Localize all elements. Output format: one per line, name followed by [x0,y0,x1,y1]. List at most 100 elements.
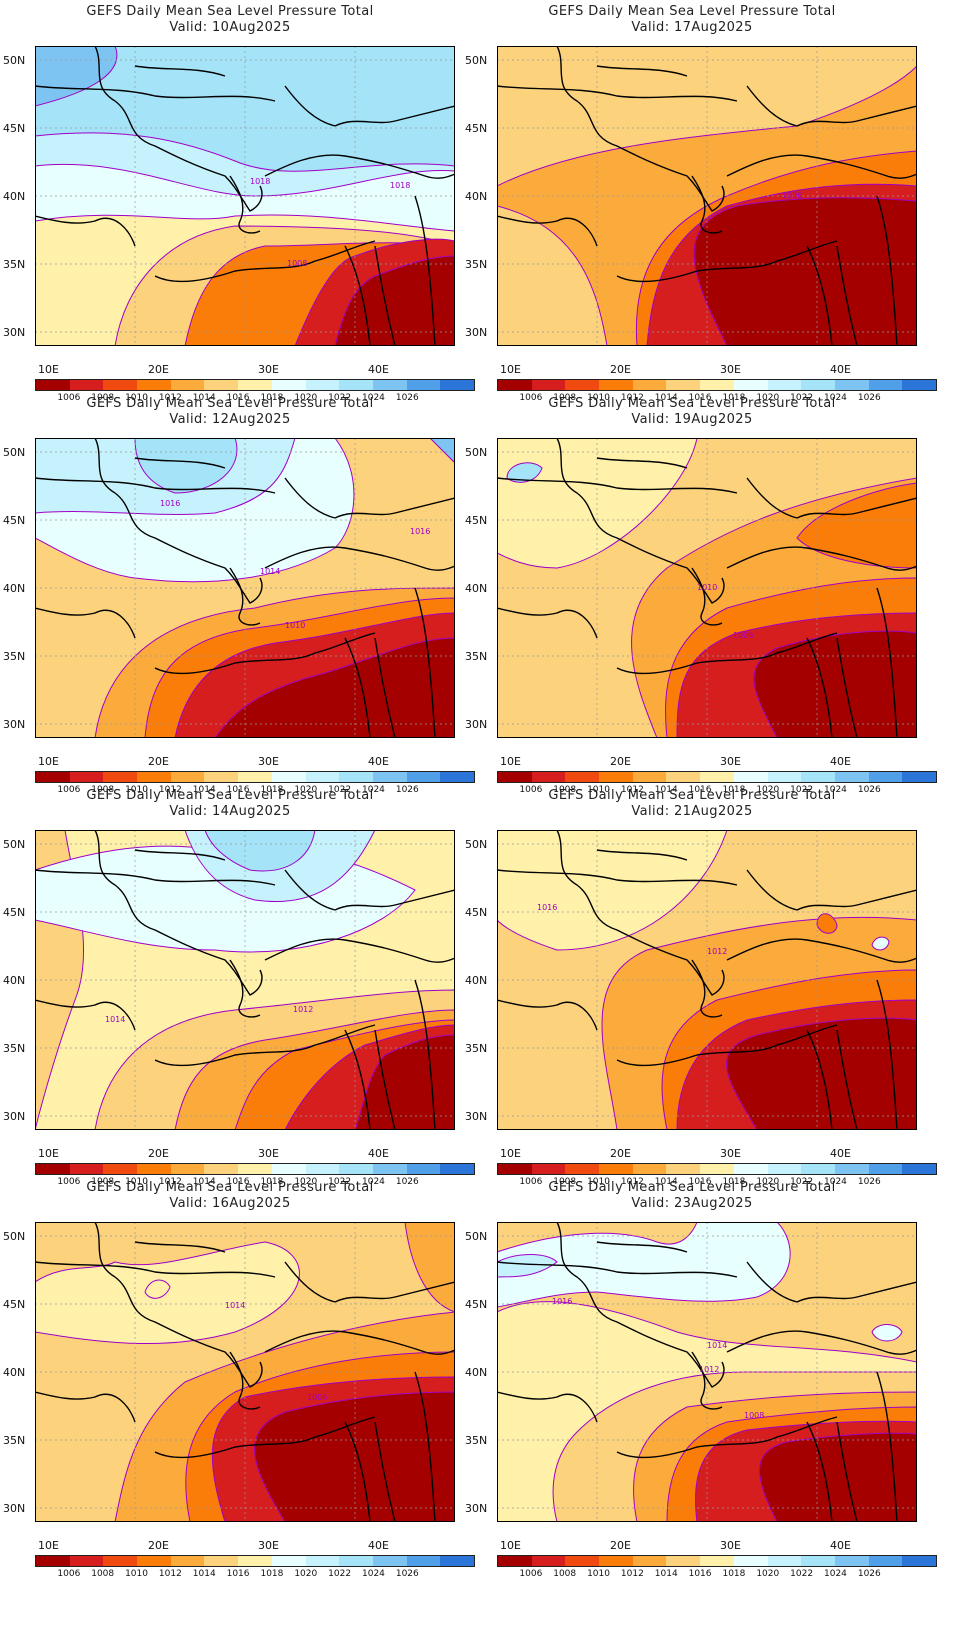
y-tick-label: 45N [465,122,488,135]
coastline [344,1029,371,1130]
colorbar-swatch [170,1164,205,1174]
coastline [344,1421,371,1522]
x-tick-label: 10E [500,1147,521,1160]
colorbar-label: 1026 [857,1569,881,1579]
colorbar-label: 1018 [260,785,284,795]
y-tick-label: 35N [3,1434,26,1447]
coastline [796,497,917,519]
colorbar-label: 1008 [91,393,115,403]
panel-valid-date: Valid: 10Aug2025 [169,20,291,35]
x-tick-label: 20E [610,755,631,768]
colorbar-swatch [834,1164,869,1174]
colorbar-swatch [700,1556,734,1566]
coastline [836,245,858,346]
colorbar-swatch [305,1164,340,1174]
colorbar-swatch [599,380,633,390]
pressure-map: 1016 1012 [497,830,937,1143]
colorbar-label: 1024 [824,393,847,403]
colorbar-label: 1012 [158,1177,182,1187]
colorbar-swatch [801,1556,835,1566]
y-tick-label: 45N [3,514,26,527]
colorbar-label: 1006 [519,1569,543,1579]
pressure-zone [693,197,917,346]
colorbar [497,771,937,783]
coastline [134,457,226,469]
colorbar-swatch [531,772,566,782]
contour-label: 1006 [307,1393,327,1402]
contour-label: 1016 [160,499,180,508]
coastline [836,1421,858,1522]
colorbar-swatch [632,1164,667,1174]
y-tick-label: 40N [465,974,488,987]
colorbar-swatch [868,772,903,782]
coastline [229,567,261,626]
x-tick-label: 10E [38,755,59,768]
colorbar-swatch [700,772,734,782]
colorbar-label: 1018 [722,785,746,795]
colorbar-swatch [599,1556,633,1566]
coastline [556,1222,725,1388]
coastline [414,979,436,1130]
x-tick-label: 40E [368,363,389,376]
colorbar-label: 1008 [553,1177,577,1187]
panel-title: GEFS Daily Mean Sea Level Pressure Total [548,4,836,19]
colorbar-label: 1018 [722,393,746,403]
colorbar-label: 1010 [587,785,610,795]
colorbar-swatch [531,1556,566,1566]
colorbar-label: 1020 [756,1569,780,1579]
contour-label: 1016 [410,527,430,536]
colorbar-label: 1010 [125,1569,148,1579]
pressure-zone [497,1222,791,1308]
colorbar-label: 1010 [125,785,148,795]
y-tick-label: 35N [465,650,488,663]
panel-valid-date: Valid: 19Aug2025 [631,412,753,427]
colorbar [35,379,475,391]
y-tick-label: 50N [465,1230,488,1243]
y-tick-label: 35N [465,1434,488,1447]
y-tick-label: 30N [465,718,488,731]
colorbar-swatch [103,380,138,390]
colorbar-swatch [767,1164,802,1174]
contour-label: 1006 [782,191,802,200]
pressure-zone [816,913,838,934]
coastline [154,240,376,283]
colorbar-label: 1024 [824,785,847,795]
coastline [596,849,688,861]
colorbar-label: 1008 [91,785,115,795]
colorbar-swatch [632,380,667,390]
coastline [264,546,455,571]
colorbar-label: 1024 [362,393,385,403]
coastline [691,1351,723,1410]
coastline [154,1024,376,1067]
colorbar-swatch [440,772,474,782]
colorbar-label: 1008 [91,1177,115,1187]
colorbar-label: 1010 [587,1569,610,1579]
pressure-map: 1010 1006 [497,438,937,751]
contour-label: 1016 [552,1297,572,1306]
coastline [229,175,261,234]
coastline [374,1029,396,1130]
colorbar-label: 1006 [57,393,81,403]
colorbar-swatch [565,1556,600,1566]
map-panel: GEFS Daily Mean Sea Level Pressure Total… [0,0,475,410]
x-tick-label: 40E [830,363,851,376]
pressure-map: 1006 [497,46,937,359]
coastline [497,85,738,102]
map-panel: GEFS Daily Mean Sea Level Pressure Total… [462,0,937,410]
pressure-map: 1014 1012 [35,830,475,1143]
coastline [556,46,725,212]
coastline [414,587,436,738]
colorbar-label: 1026 [857,1177,881,1187]
colorbar-swatch [271,1164,306,1174]
coastline [94,46,263,212]
colorbar-swatch [137,380,171,390]
coastline [836,637,858,738]
colorbar-label: 1020 [756,785,780,795]
colorbar-label: 1016 [226,393,250,403]
coastline [374,637,396,738]
y-tick-label: 40N [3,190,26,203]
colorbar-swatch [271,1556,306,1566]
coastline [344,637,371,738]
coastline [876,979,898,1130]
coastline [414,1371,436,1522]
